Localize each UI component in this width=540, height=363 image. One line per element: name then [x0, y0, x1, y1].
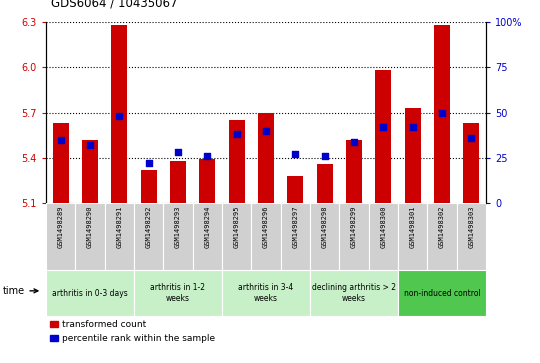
Point	[85, 142, 94, 148]
Bar	[434, 25, 450, 203]
Text: GSM1498292: GSM1498292	[146, 205, 152, 248]
Point	[232, 131, 241, 137]
Bar	[199, 159, 215, 203]
FancyBboxPatch shape	[369, 203, 398, 270]
Bar	[140, 170, 157, 203]
FancyBboxPatch shape	[457, 203, 486, 270]
Bar	[170, 161, 186, 203]
FancyBboxPatch shape	[251, 203, 281, 270]
FancyBboxPatch shape	[222, 270, 310, 316]
Bar	[287, 176, 303, 203]
Point	[261, 128, 270, 134]
Text: GSM1498301: GSM1498301	[410, 205, 416, 248]
Text: GSM1498297: GSM1498297	[292, 205, 298, 248]
Legend: transformed count, percentile rank within the sample: transformed count, percentile rank withi…	[50, 320, 215, 343]
Point	[437, 110, 446, 115]
Point	[56, 137, 65, 143]
FancyBboxPatch shape	[163, 203, 193, 270]
Bar	[228, 120, 245, 203]
FancyBboxPatch shape	[310, 270, 398, 316]
FancyBboxPatch shape	[339, 203, 369, 270]
Text: arthritis in 1-2
weeks: arthritis in 1-2 weeks	[151, 284, 205, 303]
Point	[408, 124, 417, 130]
Text: GSM1498300: GSM1498300	[380, 205, 386, 248]
Text: GSM1498302: GSM1498302	[439, 205, 445, 248]
Point	[203, 153, 212, 159]
Text: arthritis in 0-3 days: arthritis in 0-3 days	[52, 289, 128, 298]
FancyBboxPatch shape	[310, 203, 339, 270]
Text: non-induced control: non-induced control	[403, 289, 481, 298]
Bar	[82, 140, 98, 203]
Text: declining arthritis > 2
weeks: declining arthritis > 2 weeks	[312, 284, 396, 303]
FancyBboxPatch shape	[398, 203, 427, 270]
Text: GSM1498298: GSM1498298	[322, 205, 328, 248]
Text: GSM1498291: GSM1498291	[116, 205, 122, 248]
Bar	[111, 25, 127, 203]
Text: GSM1498295: GSM1498295	[234, 205, 240, 248]
Point	[173, 150, 182, 155]
Text: GSM1498303: GSM1498303	[468, 205, 474, 248]
FancyBboxPatch shape	[281, 203, 310, 270]
FancyBboxPatch shape	[427, 203, 457, 270]
Text: GSM1498299: GSM1498299	[351, 205, 357, 248]
Point	[467, 135, 476, 141]
Point	[144, 160, 153, 166]
Bar	[52, 123, 69, 203]
Text: time: time	[2, 286, 38, 296]
Text: GSM1498294: GSM1498294	[204, 205, 210, 248]
Bar	[375, 70, 391, 203]
Point	[115, 113, 124, 119]
FancyBboxPatch shape	[105, 203, 134, 270]
Text: GDS6064 / 10435067: GDS6064 / 10435067	[51, 0, 178, 9]
Text: arthritis in 3-4
weeks: arthritis in 3-4 weeks	[238, 284, 294, 303]
FancyBboxPatch shape	[134, 270, 222, 316]
FancyBboxPatch shape	[134, 203, 163, 270]
Text: GSM1498296: GSM1498296	[263, 205, 269, 248]
Text: GSM1498289: GSM1498289	[58, 205, 64, 248]
Point	[379, 124, 388, 130]
Text: GSM1498290: GSM1498290	[87, 205, 93, 248]
Bar	[463, 123, 480, 203]
FancyBboxPatch shape	[46, 203, 75, 270]
FancyBboxPatch shape	[398, 270, 486, 316]
Point	[291, 151, 300, 157]
Bar	[258, 113, 274, 203]
Point	[349, 139, 358, 144]
FancyBboxPatch shape	[46, 270, 134, 316]
Bar	[404, 108, 421, 203]
FancyBboxPatch shape	[222, 203, 251, 270]
FancyBboxPatch shape	[75, 203, 105, 270]
Bar	[316, 164, 333, 203]
Bar	[346, 140, 362, 203]
Point	[320, 153, 329, 159]
FancyBboxPatch shape	[193, 203, 222, 270]
Text: GSM1498293: GSM1498293	[175, 205, 181, 248]
